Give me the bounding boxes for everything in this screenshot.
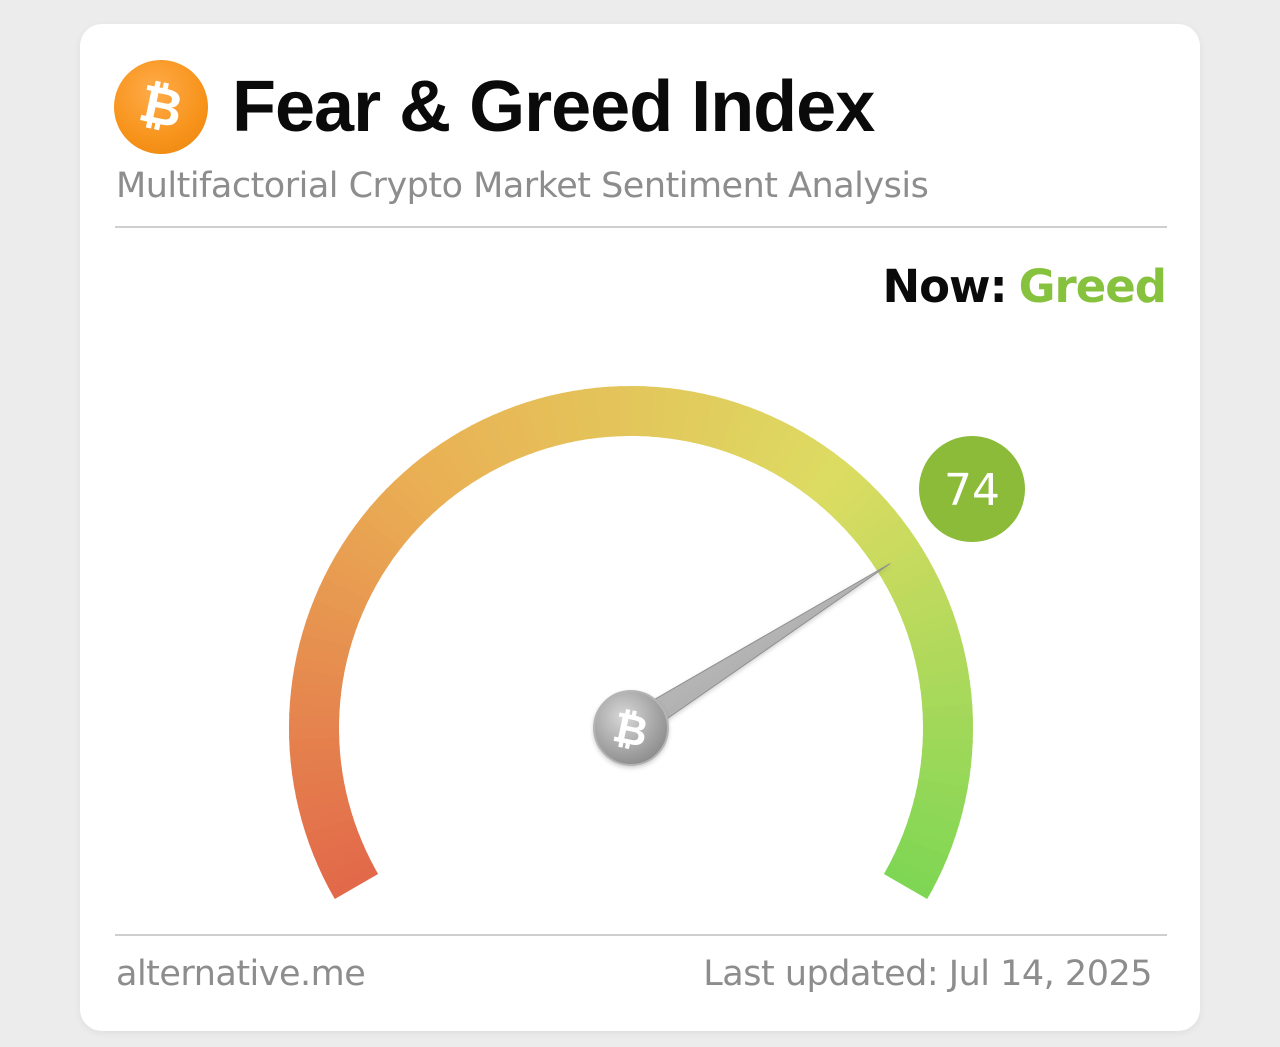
gauge-arc-segment — [883, 864, 933, 899]
page-title: Fear & Greed Index — [232, 67, 875, 147]
divider — [115, 934, 1167, 936]
gauge: ₿ 74 — [289, 386, 1025, 899]
gauge-hub: ₿ — [593, 690, 669, 766]
current-status: Now: Greed — [882, 260, 1167, 313]
last-updated: Last updated: Jul 14, 2025 — [703, 954, 1152, 994]
fear-greed-card: ₿ Fear & Greed Index Multifactorial Cryp… — [80, 24, 1200, 1031]
header: ₿ Fear & Greed Index — [105, 51, 875, 163]
gauge-arc — [289, 386, 973, 899]
status-classification: Greed — [1018, 260, 1167, 313]
divider — [115, 226, 1167, 228]
subtitle: Multifactorial Crypto Market Sentiment A… — [116, 166, 929, 206]
gauge-value: 74 — [944, 465, 1000, 516]
now-label: Now: — [882, 260, 1007, 313]
source-link[interactable]: alternative.me — [116, 954, 366, 994]
value-badge: 74 — [919, 436, 1025, 542]
